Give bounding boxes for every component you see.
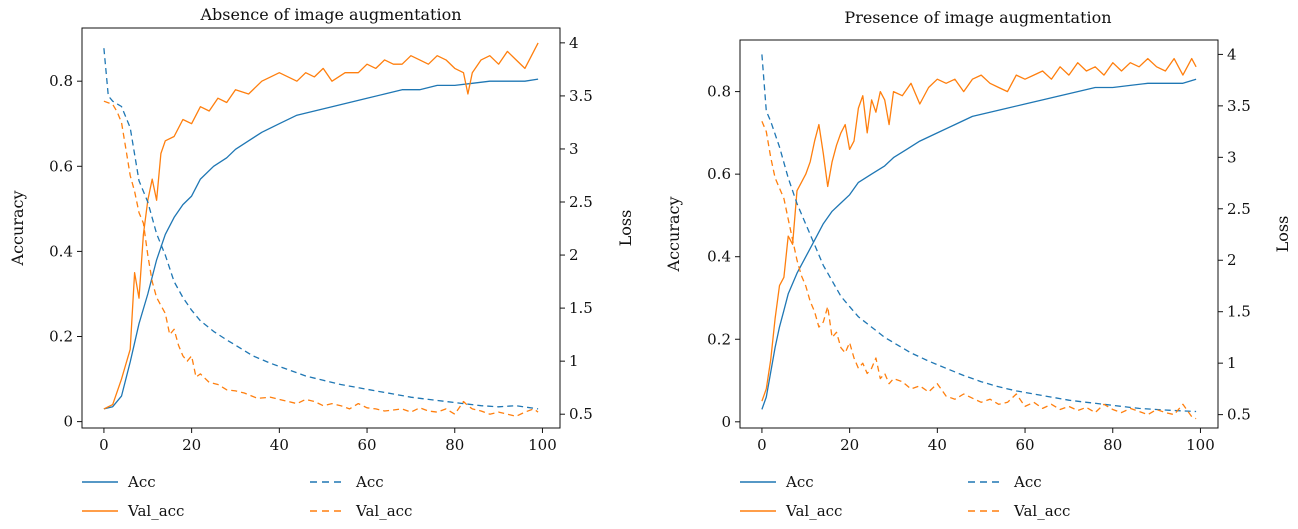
series-line-acc-accuracy-solid [103, 78, 539, 410]
y2-tick-label: 0.5 [1227, 406, 1251, 424]
y-tick-label: 0.2 [49, 328, 73, 346]
y2-tick-label: 2.5 [1227, 200, 1251, 218]
y2-axis-title: Loss [1273, 216, 1292, 253]
plot-frame [739, 39, 1219, 429]
y2-tick-label: 3.5 [1227, 97, 1251, 115]
legend-label: Acc [127, 473, 156, 491]
x-tick-label: 0 [99, 436, 109, 454]
y2-tick-label: 1.5 [1227, 303, 1251, 321]
y-tick-label: 0 [721, 413, 731, 431]
x-tick-label: 100 [528, 436, 557, 454]
legend-label: Acc [355, 473, 384, 491]
y-tick-label: 0.6 [49, 157, 73, 175]
y-tick-label: 0.4 [49, 242, 73, 260]
chart-title: Presence of image augmentation [844, 8, 1111, 27]
plot-frame [81, 27, 561, 429]
y2-tick-label: 2 [1227, 251, 1237, 269]
x-tick-label: 0 [757, 436, 767, 454]
legend-label: Acc [785, 473, 814, 491]
y2-tick-label: 4 [1227, 45, 1237, 63]
y-axis-title: Accuracy [664, 197, 683, 273]
legend: Acc Val_acc Acc Val_acc [740, 473, 1070, 520]
y-tick-label: 0.6 [707, 165, 731, 183]
series-line-acc-loss-dashed [761, 54, 1197, 413]
series-group [761, 54, 1197, 420]
y2-tick-label: 1.5 [569, 299, 593, 317]
y2-tick-label: 3 [1227, 148, 1237, 166]
series-line-val-acc-accuracy-solid [103, 42, 539, 410]
y2-axis-title: Loss [616, 210, 635, 247]
x-tick-label: 40 [928, 436, 947, 454]
y2-tick-label: 3.5 [569, 87, 593, 105]
series-line-acc-loss-dashed [103, 48, 539, 410]
x-tick-label: 80 [445, 436, 464, 454]
y2-tick-label: 1 [1227, 354, 1237, 372]
legend-label: Acc [1013, 473, 1042, 491]
y2-tick-label: 2.5 [569, 193, 593, 211]
y-tick-label: 0 [63, 413, 73, 431]
y2-tick-label: 1 [569, 352, 579, 370]
y-tick-label: 0.8 [49, 72, 73, 90]
y2-tick-label: 2 [569, 246, 579, 264]
legend-label: Val_acc [1013, 502, 1070, 520]
y-tick-label: 0.4 [707, 248, 731, 266]
series-line-val-acc-accuracy-solid [761, 57, 1197, 402]
x-tick-label: 60 [357, 436, 376, 454]
y-tick-label: 0.8 [707, 83, 731, 101]
y-axis-title: Accuracy [8, 191, 27, 267]
x-tick-label: 60 [1015, 436, 1034, 454]
series-group [103, 42, 539, 417]
series-line-val-acc-loss-dashed [103, 100, 539, 417]
series-line-val-acc-loss-dashed [761, 121, 1197, 420]
x-tick-label: 80 [1103, 436, 1122, 454]
y-tick-label: 0.2 [707, 330, 731, 348]
y2-tick-label: 0.5 [569, 405, 593, 423]
y2-tick-label: 4 [569, 34, 579, 52]
legend: Acc Val_acc Acc Val_acc [82, 473, 412, 520]
x-tick-label: 40 [270, 436, 289, 454]
legend-label: Val_acc [127, 502, 184, 520]
x-tick-label: 20 [182, 436, 201, 454]
y2-tick-label: 3 [569, 140, 579, 158]
chart-title: Absence of image augmentation [199, 5, 461, 24]
x-tick-label: 100 [1186, 436, 1215, 454]
series-line-acc-accuracy-solid [761, 78, 1197, 410]
legend-label: Val_acc [785, 502, 842, 520]
legend-label: Val_acc [355, 502, 412, 520]
x-tick-label: 20 [840, 436, 859, 454]
